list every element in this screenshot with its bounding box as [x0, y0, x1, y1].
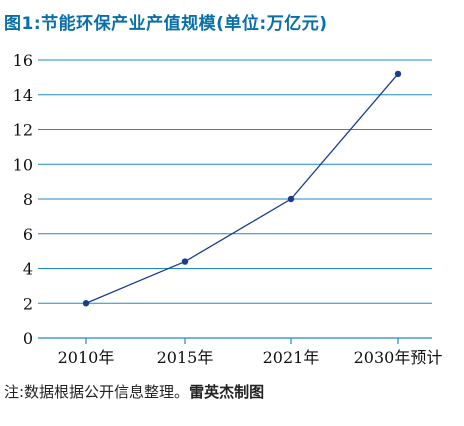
data-point	[287, 195, 295, 203]
data-point	[394, 70, 402, 78]
source-note: 注:数据根据公开信息整理。雷英杰制图	[4, 381, 264, 402]
axes	[38, 337, 432, 344]
y-tick-label: 2	[23, 294, 33, 313]
y-tick-label: 4	[23, 260, 33, 279]
data-point	[82, 300, 90, 307]
x-tick-label: 2010年	[58, 348, 115, 367]
x-tick-label: 2021年	[263, 348, 320, 367]
y-tick-label: 6	[23, 225, 33, 244]
chart-title: 图1:节能环保产业产值规模(单位:万亿元)	[4, 14, 328, 34]
y-tick-label: 14	[13, 86, 33, 105]
x-tick-label: 2015年	[157, 348, 214, 367]
x-tick-label: 2030年预计	[354, 348, 443, 367]
y-tick-label: 0	[23, 329, 33, 348]
y-tick-label: 12	[13, 121, 33, 140]
grid-lines	[38, 59, 432, 304]
y-tick-label: 8	[23, 190, 33, 209]
y-tick-label: 16	[13, 51, 33, 70]
y-tick-labels: 0 2 4 6 8 10 12 14 16	[13, 51, 33, 348]
data-point	[181, 258, 189, 265]
credit-text: 雷英杰制图	[189, 383, 265, 401]
source-note-text: 注:数据根据公开信息整理。	[4, 383, 190, 401]
y-tick-label: 10	[13, 155, 33, 174]
series	[82, 70, 402, 307]
x-tick-labels: 2010年 2015年 2021年 2030年预计	[58, 348, 443, 367]
series-line	[85, 73, 399, 304]
